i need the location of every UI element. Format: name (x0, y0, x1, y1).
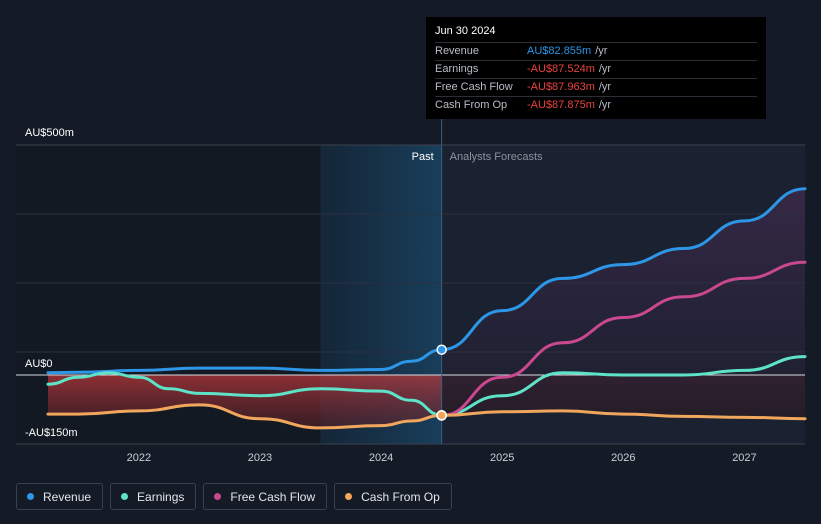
legend: Revenue Earnings Free Cash Flow Cash From O… (16, 483, 452, 510)
tooltip-row-label: Free Cash Flow (435, 81, 513, 93)
y-label-top: AU$500m (25, 127, 74, 139)
legend-item-revenue[interactable]: Revenue (16, 483, 104, 510)
legend-label: Earnings (137, 489, 185, 504)
tooltip: Jun 30 2024 Revenue AU$82.855m/yr Earnings… (426, 17, 766, 119)
tooltip-row-unit: /yr (598, 99, 612, 111)
legend-dot-icon (121, 493, 129, 500)
tooltip-row-value: -AU$87.524m (527, 63, 595, 75)
series-line-earnings (46, 355, 807, 417)
tooltip-row-value: AU$82.855m (527, 45, 592, 57)
legend-dot-icon (27, 493, 34, 500)
tooltip-row: Free Cash Flow -AU$87.963m/yr (435, 78, 757, 96)
x-tick-label: 2026 (611, 452, 635, 464)
legend-dot-icon (345, 493, 353, 500)
legend-item-free-cash-flow[interactable]: Free Cash Flow (203, 483, 328, 510)
tooltip-row-unit: /yr (598, 81, 612, 93)
tooltip-row-value: -AU$87.963m (527, 81, 595, 93)
tooltip-row-unit: /yr (598, 63, 612, 75)
series-line-revenue (46, 187, 807, 375)
tooltip-row: Cash From Op -AU$87.875m/yr (435, 96, 757, 114)
series-line-free-cash-flow (440, 260, 807, 417)
tooltip-row: Revenue AU$82.855m/yr (435, 42, 757, 60)
tooltip-row-unit: /yr (595, 45, 608, 57)
tooltip-row-value: -AU$87.875m (527, 99, 595, 111)
tooltip-row-label: Revenue (435, 45, 480, 57)
tooltip-row: Earnings -AU$87.524m/yr (435, 60, 757, 78)
x-tick-label: 2023 (248, 452, 272, 464)
x-tick-label: 2022 (127, 452, 151, 464)
forecast-label: Analysts Forecasts (450, 151, 543, 163)
x-tick-label: 2027 (732, 452, 756, 464)
series-line-cash-from-op (46, 403, 807, 430)
tooltip-row-label: Earnings (435, 63, 479, 75)
marker-revenue (436, 344, 447, 355)
legend-label: Free Cash Flow (230, 489, 316, 504)
legend-item-cash-from-op[interactable]: Cash From Op (334, 483, 452, 510)
legend-label: Revenue (43, 489, 92, 504)
y-label-zero: AU$0 (25, 358, 53, 370)
y-label-bottom: -AU$150m (25, 427, 78, 439)
legend-dot-icon (214, 493, 222, 500)
marker-cash-from-op (436, 410, 447, 421)
tooltip-date: Jun 30 2024 (435, 25, 496, 37)
legend-label: Cash From Op (361, 489, 440, 504)
past-label: Past (412, 151, 434, 163)
legend-item-earnings[interactable]: Earnings (110, 483, 197, 510)
x-tick-label: 2024 (369, 452, 393, 464)
tooltip-row-label: Cash From Op (435, 99, 508, 111)
x-tick-label: 2025 (490, 452, 514, 464)
